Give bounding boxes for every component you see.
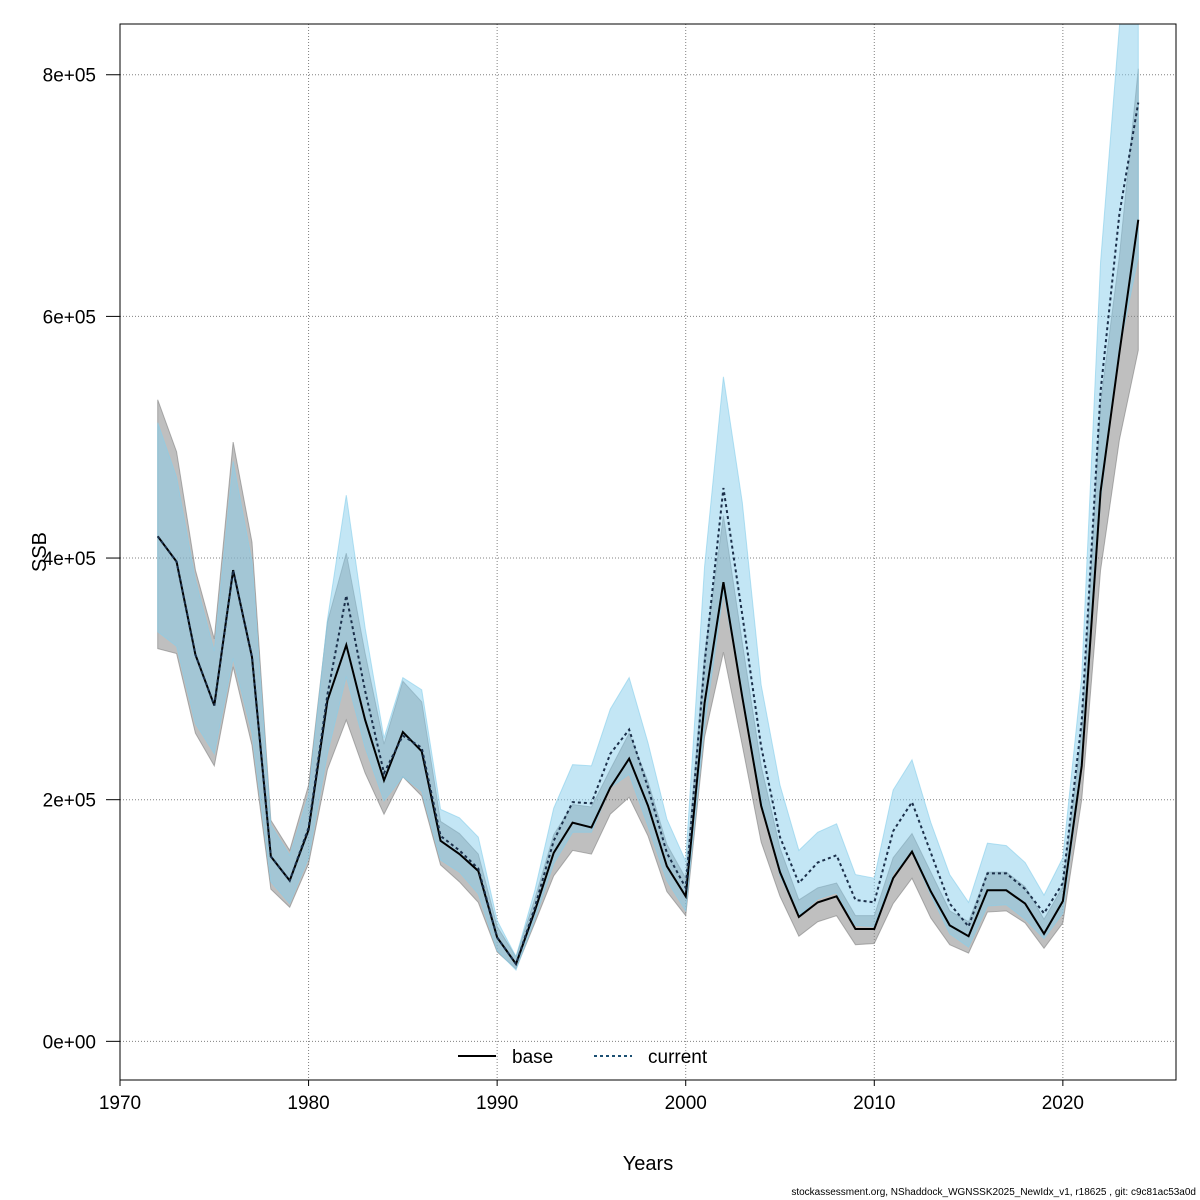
x-axis-title: Years: [623, 1153, 673, 1175]
y-tick-label: 4e+05: [43, 549, 96, 570]
confidence-bands: [157, 24, 1139, 971]
legend-label-current: current: [648, 1047, 708, 1068]
band-current: [157, 24, 1139, 971]
legend: base current: [458, 1047, 708, 1068]
x-tick-label: 2010: [853, 1093, 895, 1114]
x-tick-label: 2000: [665, 1093, 707, 1114]
footer-credit: stockassessment.org, NShaddock_WGNSSK202…: [791, 1187, 1196, 1198]
y-tick-label: 6e+05: [43, 307, 96, 328]
y-tick-label: 0e+00: [43, 1032, 96, 1053]
grid-lines: [120, 24, 1176, 1080]
plot-frame: [119, 23, 1177, 1081]
x-tick-label: 1990: [476, 1093, 518, 1114]
x-tick-label: 2020: [1042, 1093, 1084, 1114]
line-base: [156, 219, 1140, 967]
line-current: [156, 102, 1140, 967]
series-lines: [156, 102, 1140, 967]
legend-label-base: base: [512, 1047, 553, 1068]
x-axis: 1970 1980 1990 2000 2010 2020: [99, 1080, 1084, 1114]
x-tick-label: 1980: [287, 1093, 329, 1114]
y-axis: 0e+00 2e+05 4e+05 6e+05 8e+05: [43, 66, 120, 1053]
y-axis-title: SSB: [29, 532, 51, 572]
x-tick-label: 1970: [99, 1093, 141, 1114]
y-tick-label: 2e+05: [43, 791, 96, 812]
y-tick-label: 8e+05: [43, 66, 96, 87]
